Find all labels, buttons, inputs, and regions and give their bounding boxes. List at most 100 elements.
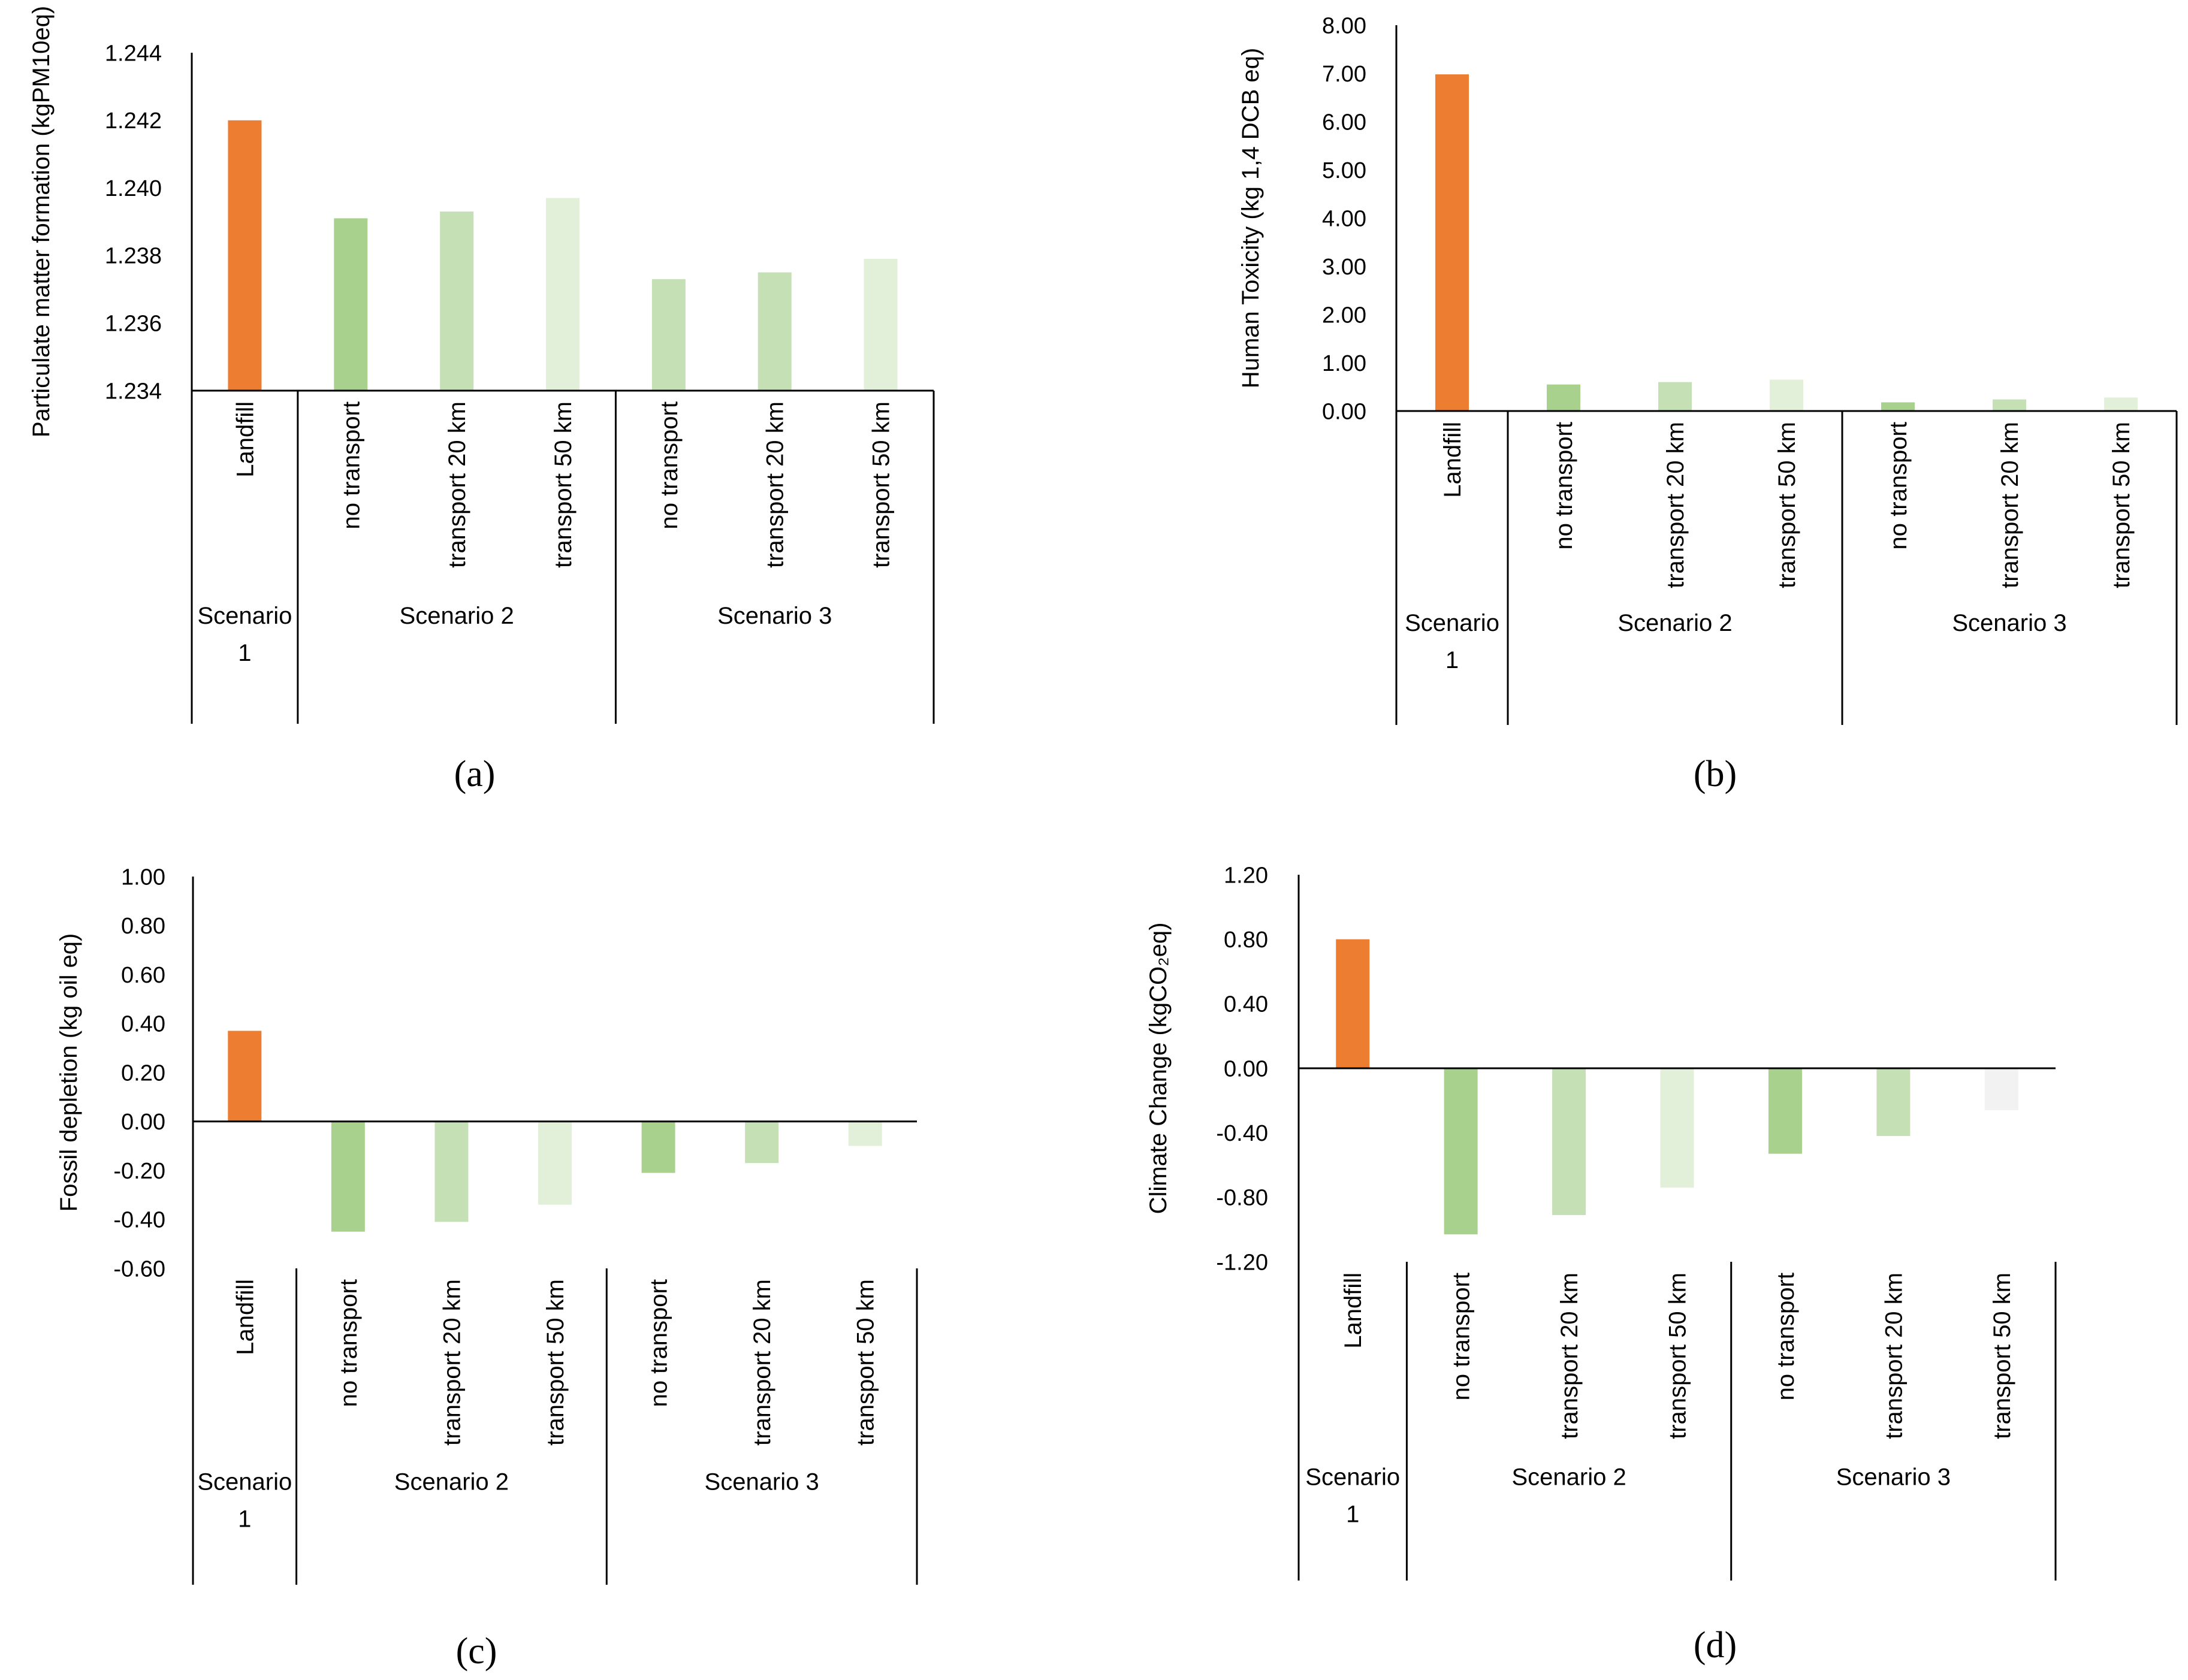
category-label: transport 50 km <box>2108 422 2135 588</box>
y-tick-label: 0.00 <box>121 1110 165 1135</box>
group-label: Scenario 2 <box>1511 1464 1626 1490</box>
y-tick-label: 0.00 <box>1224 1056 1268 1081</box>
bar <box>651 279 686 391</box>
category-label: no transport <box>1773 1273 1799 1400</box>
y-tick-label: 3.00 <box>1322 255 1366 280</box>
y-tick-label: 7.00 <box>1322 62 1366 87</box>
y-axis-title: Fossil depletion (kg oil eq) <box>56 933 82 1212</box>
category-label: transport 50 km <box>868 401 895 568</box>
bar <box>1876 1068 1911 1137</box>
category-label: no transport <box>1448 1273 1475 1400</box>
y-tick-label: 5.00 <box>1322 158 1366 183</box>
category-label: no transport <box>1885 422 1912 549</box>
y-tick-label: 1.238 <box>105 244 162 269</box>
y-tick-label: 1.242 <box>105 108 162 134</box>
group-label: Scenario 1 <box>1405 610 1499 673</box>
y-tick-label: 0.00 <box>1322 399 1366 424</box>
category-label: no transport <box>336 1279 362 1407</box>
y-tick-label: 0.80 <box>1224 927 1268 953</box>
panel-label: (c) <box>456 1631 497 1672</box>
y-tick-label: 1.00 <box>1322 351 1366 376</box>
category-label: transport 20 km <box>1556 1273 1583 1439</box>
bar <box>1660 1068 1694 1188</box>
category-label: Landfill <box>232 401 258 478</box>
bar <box>538 1121 572 1205</box>
group-label: Scenario 2 <box>400 603 514 629</box>
chart-panel-d: -1.20 -0.80 -0.40 0.00 0.40 0.80 1.20 Climate C… <box>1145 863 2057 1666</box>
bar <box>546 198 580 391</box>
y-tick-label: 1.20 <box>1224 863 1268 888</box>
y-tick-label: -0.80 <box>1216 1186 1268 1211</box>
bar <box>1770 379 1803 411</box>
y-tick-label: 0.40 <box>1224 992 1268 1017</box>
category-label: no transport <box>646 1279 672 1407</box>
y-tick-label: 0.40 <box>121 1012 165 1037</box>
category-label: transport 20 km <box>439 1279 465 1446</box>
bar <box>1984 1068 2018 1110</box>
y-axis-title: Particulate matter formation (kgPM10eq) <box>28 6 55 437</box>
bar <box>745 1121 779 1164</box>
bar <box>440 211 474 391</box>
category-label: transport 50 km <box>1989 1273 2015 1439</box>
bar <box>331 1121 365 1232</box>
bar <box>757 272 792 391</box>
category-label: transport 50 km <box>550 401 577 568</box>
chart-panel-c: -0.60 -0.40 -0.20 0.00 0.20 0.40 0.60 0.80 1.00 F… <box>56 865 918 1672</box>
panel-label: (a) <box>454 754 496 794</box>
bar <box>1881 402 1915 411</box>
y-tick-label: -0.40 <box>113 1208 165 1233</box>
bar <box>1658 382 1692 411</box>
group-label: Scenario 2 <box>394 1469 509 1495</box>
group-label: Scenario 2 <box>1617 610 1732 636</box>
y-tick-label: 4.00 <box>1322 206 1366 231</box>
bar <box>334 218 368 391</box>
category-label: transport 20 km <box>1662 422 1689 588</box>
group-label: Scenario 3 <box>705 1469 819 1495</box>
y-axis-title: Climate Change (kgCO₂eq) <box>1145 923 1172 1214</box>
y-tick-label: -1.20 <box>1216 1250 1268 1275</box>
category-label: no transport <box>656 401 683 529</box>
category-label: transport 50 km <box>1774 422 1800 588</box>
category-label: transport 50 km <box>542 1279 569 1446</box>
bar <box>848 1121 882 1146</box>
y-tick-label: 1.234 <box>105 379 162 404</box>
category-label: transport 20 km <box>1997 422 2023 588</box>
category-label: transport 50 km <box>853 1279 879 1446</box>
bar <box>228 120 262 391</box>
y-tick-label: 1.244 <box>105 41 162 66</box>
category-label: transport 20 km <box>749 1279 775 1446</box>
chart-panel-b: 0.00 1.00 2.00 3.00 4.00 5.00 6.00 7.00 8.00 Huma… <box>1238 13 2178 794</box>
panel-label: (d) <box>1694 1625 1737 1666</box>
y-tick-label: 0.60 <box>121 963 165 988</box>
group-label: Scenario 1 <box>197 603 292 666</box>
bar <box>1547 384 1580 411</box>
bar <box>2104 397 2138 411</box>
bar <box>864 259 898 391</box>
category-label: no transport <box>338 401 364 529</box>
group-label: Scenario 3 <box>717 603 832 629</box>
y-tick-label: 6.00 <box>1322 110 1366 135</box>
bar <box>1444 1068 1478 1235</box>
panel-label: (b) <box>1694 754 1737 794</box>
chart-panel-a: 1.234 1.236 1.238 1.240 1.242 1.244 Particulat… <box>28 6 935 794</box>
group-label: Scenario 3 <box>1836 1464 1951 1490</box>
bar <box>641 1121 675 1173</box>
y-tick-label: -0.60 <box>113 1256 165 1282</box>
y-tick-label: 1.00 <box>121 865 165 890</box>
bar <box>1336 939 1370 1068</box>
category-label: transport 20 km <box>444 401 470 568</box>
bar <box>1993 399 2026 411</box>
group-label: Scenario 3 <box>1952 610 2066 636</box>
y-tick-label: -0.20 <box>113 1159 165 1184</box>
bar <box>1435 74 1469 412</box>
y-tick-label: 1.236 <box>105 312 162 337</box>
y-tick-label: 2.00 <box>1322 303 1366 328</box>
y-tick-label: 8.00 <box>1322 13 1366 38</box>
group-label: Scenario 1 <box>197 1469 292 1533</box>
category-label: transport 50 km <box>1665 1273 1691 1439</box>
y-tick-label: 0.80 <box>121 914 165 939</box>
y-tick-label: 0.20 <box>121 1060 165 1086</box>
category-label: Landfill <box>1439 422 1466 498</box>
category-label: transport 20 km <box>1881 1273 1907 1439</box>
